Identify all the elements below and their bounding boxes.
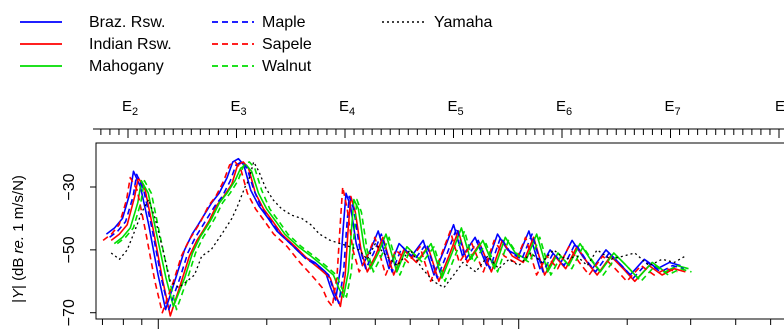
top-note-label: E5 xyxy=(447,98,463,118)
top-note-axis: E2 E3 E4 E5 E6 E7 E xyxy=(93,98,784,138)
legend-label: Mahogany xyxy=(89,58,164,75)
series-line xyxy=(113,164,689,308)
y-axis-label: |Y| (dB re. 1 m/s/N) xyxy=(10,175,27,303)
series-line xyxy=(102,161,678,314)
chart-legend: Braz. Rsw. Indian Rsw. Mahogany Maple Sapele… xyxy=(20,14,493,75)
legend-label: Maple xyxy=(262,14,306,31)
y-axis: −30 −50 −70 xyxy=(61,173,96,326)
legend-label: Braz. Rsw. xyxy=(89,14,165,31)
top-note-label-edge: E xyxy=(775,98,784,115)
plot-frame xyxy=(95,142,784,320)
y-tick-label: −70 xyxy=(61,299,78,326)
legend-entry: Walnut xyxy=(212,58,312,75)
top-note-label: E4 xyxy=(339,98,355,118)
top-note-label: E2 xyxy=(122,98,138,118)
legend-entry: Mahogany xyxy=(20,58,164,75)
legend-label: Yamaha xyxy=(434,14,493,31)
series-line xyxy=(110,161,686,317)
legend-entry: Maple xyxy=(212,14,306,31)
top-note-label: E3 xyxy=(230,98,246,118)
y-tick-label: −30 xyxy=(61,173,78,200)
series-line xyxy=(105,157,681,311)
legend-entry: Sapele xyxy=(212,36,312,53)
series-line xyxy=(110,161,686,289)
legend-entry: Braz. Rsw. xyxy=(20,14,165,31)
legend-label: Walnut xyxy=(262,58,312,75)
top-note-label: E6 xyxy=(556,98,572,118)
top-note-label: E7 xyxy=(664,98,680,118)
y-tick-label: −50 xyxy=(61,236,78,263)
legend-label: Indian Rsw. xyxy=(89,36,172,53)
legend-entry: Indian Rsw. xyxy=(20,36,172,53)
legend-label: Sapele xyxy=(262,36,312,53)
legend-entry: Yamaha xyxy=(382,14,493,31)
series-line xyxy=(109,161,685,311)
series-line xyxy=(116,161,692,311)
series-layer xyxy=(102,157,692,317)
x-axis-bottom xyxy=(101,319,772,329)
